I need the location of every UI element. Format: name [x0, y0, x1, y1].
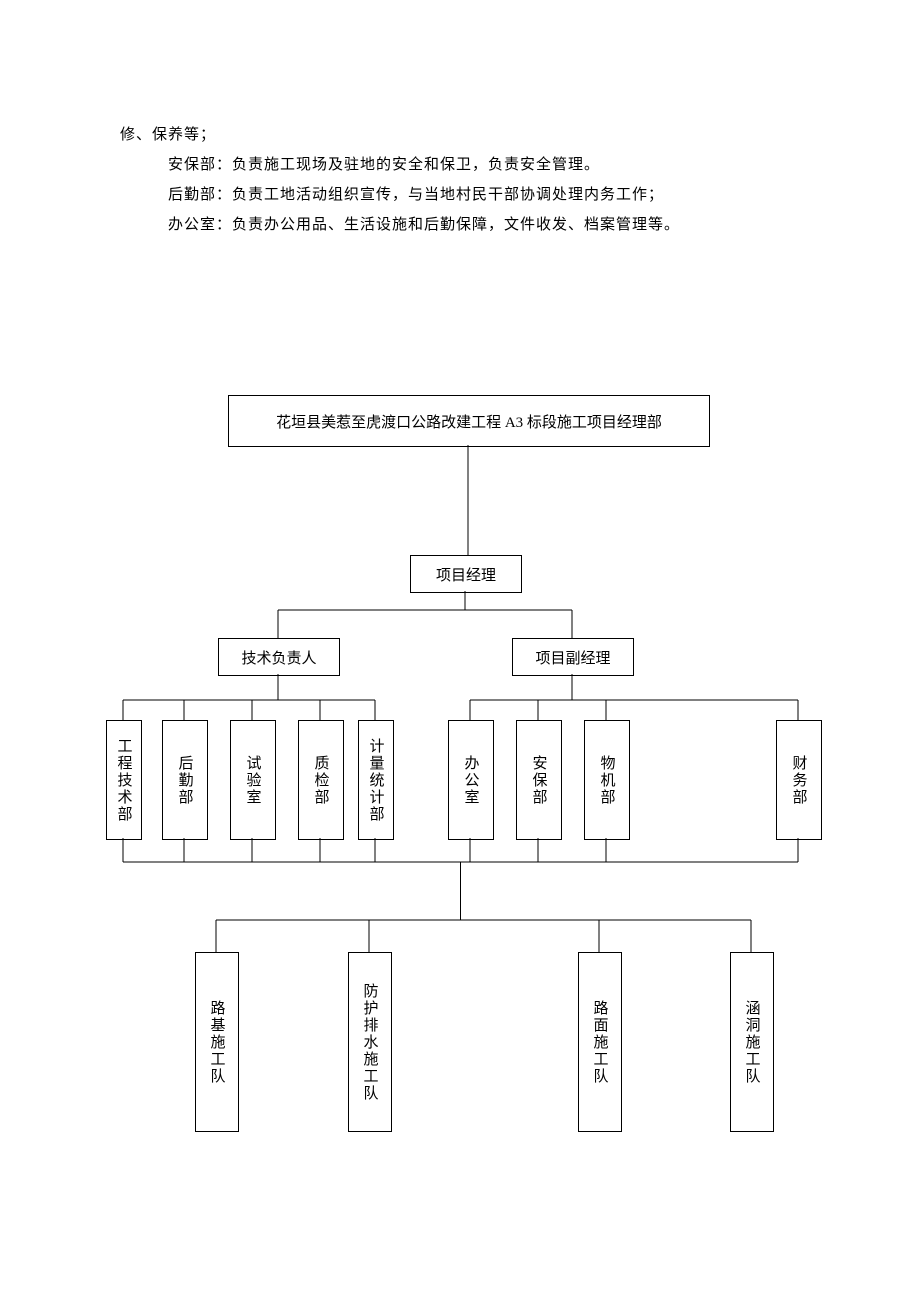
subgrade-node: 路基施工队: [195, 952, 239, 1132]
logistics-node: 后勤部: [162, 720, 208, 840]
material-node: 物机部: [584, 720, 630, 840]
engineering-node: 工程技术部: [106, 720, 142, 840]
office-node: 办公室: [448, 720, 494, 840]
para-line-1: 修、保养等；: [120, 120, 216, 150]
org-title: 花垣县美惹至虎渡口公路改建工程 A3 标段施工项目经理部: [228, 395, 710, 447]
lab-node: 试验室: [230, 720, 276, 840]
culvert-node: 涵洞施工队: [730, 952, 774, 1132]
pavement-node: 路面施工队: [578, 952, 622, 1132]
quality-node: 质检部: [298, 720, 344, 840]
finance-node: 财务部: [776, 720, 822, 840]
drainage-node: 防护排水施工队: [348, 952, 392, 1132]
measurement-node: 计量统计部: [358, 720, 394, 840]
para-line-2: 安保部：负责施工现场及驻地的安全和保卫，负责安全管理。: [168, 150, 600, 180]
project-manager-node: 项目经理: [410, 555, 522, 593]
para-line-3: 后勤部：负责工地活动组织宣传，与当地村民干部协调处理内务工作；: [168, 180, 664, 210]
tech-lead-node: 技术负责人: [218, 638, 340, 676]
security-node: 安保部: [516, 720, 562, 840]
para-line-4: 办公室：负责办公用品、生活设施和后勤保障，文件收发、档案管理等。: [168, 210, 680, 240]
deputy-node: 项目副经理: [512, 638, 634, 676]
